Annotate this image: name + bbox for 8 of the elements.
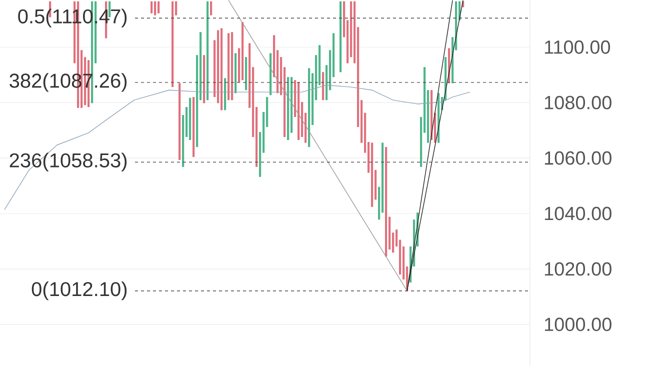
ref-line-label: 0(1012.10)	[32, 282, 127, 300]
ref-line-label: 236(1058.53)	[10, 152, 127, 172]
y-tick-label: 1080.00	[544, 96, 612, 110]
y-tick-label: 1000.00	[544, 318, 612, 332]
y-tick-label: 1100.00	[544, 40, 610, 54]
y-tick-label: 1040.00	[544, 206, 612, 220]
y-tick-label: 1060.00	[544, 151, 612, 165]
y-tick-label: 1020.00	[544, 262, 612, 276]
